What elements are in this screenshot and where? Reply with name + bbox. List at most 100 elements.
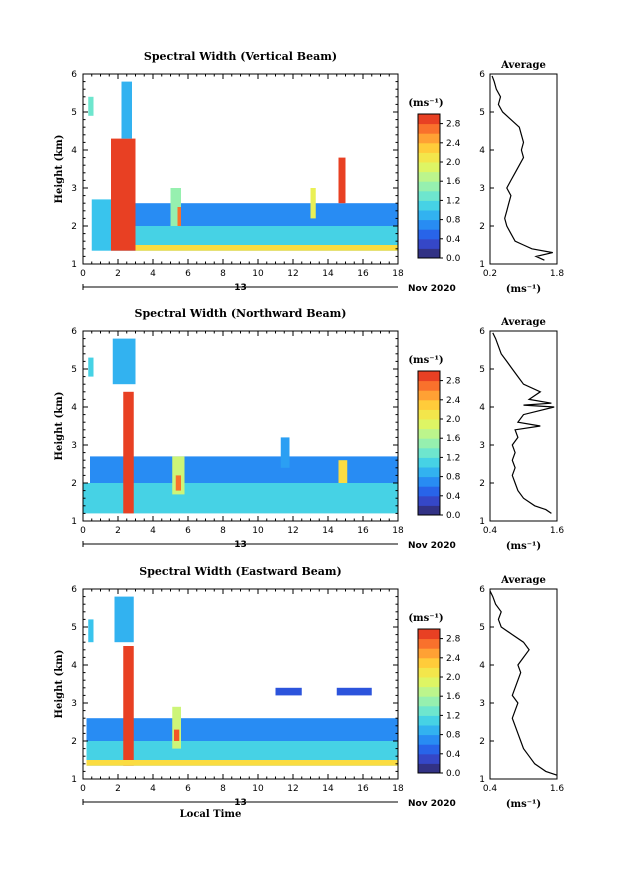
colorbar-unit: (ms⁻¹) bbox=[408, 613, 443, 624]
y-tick-label: 1 bbox=[71, 260, 77, 270]
heatmap-cells bbox=[86, 596, 398, 766]
x-tick-label: 0 bbox=[80, 784, 86, 794]
colorbar-segment bbox=[418, 467, 440, 478]
x-tick-label: 14 bbox=[322, 269, 334, 279]
x-tick-label: 10 bbox=[252, 784, 264, 794]
colorbar-tick-label: 2.8 bbox=[446, 635, 461, 645]
heatmap-cell-8 bbox=[336, 687, 372, 696]
colorbar-tick-label: 2.0 bbox=[446, 158, 461, 168]
colorbar-segment bbox=[418, 371, 440, 382]
colorbar-segment bbox=[418, 638, 440, 649]
y-tick-label: 3 bbox=[71, 699, 77, 709]
heatmap-cell-9 bbox=[338, 157, 346, 204]
x-tick-label: 8 bbox=[220, 784, 226, 794]
colorbar-segment bbox=[418, 162, 440, 173]
heatmap-cell-3 bbox=[111, 138, 136, 251]
y-tick-label: 2 bbox=[71, 479, 77, 489]
colorbar-segment bbox=[418, 171, 440, 182]
average-frame bbox=[489, 588, 558, 780]
average-frame bbox=[489, 330, 558, 522]
y-tick-label: 1 bbox=[71, 775, 77, 785]
date-month: Nov 2020 bbox=[408, 799, 456, 809]
x-tick-label: 14 bbox=[322, 526, 334, 536]
x-tick-label: 6 bbox=[185, 526, 191, 536]
x-tick-label: 16 bbox=[357, 526, 369, 536]
y-tick-label: 2 bbox=[71, 737, 77, 747]
average-y-tick-label: 4 bbox=[479, 661, 485, 671]
date-day: 13 bbox=[234, 540, 247, 550]
heatmap-cell-8 bbox=[280, 437, 290, 468]
heatmap-cell-4 bbox=[121, 81, 132, 139]
heatmap-cell-0 bbox=[83, 483, 398, 514]
colorbar-frame bbox=[417, 113, 441, 259]
colorbar-segment bbox=[418, 677, 440, 688]
colorbar-tick-label: 0.4 bbox=[446, 235, 461, 245]
average-x-tick-label: 1.8 bbox=[550, 269, 565, 279]
average-y-tick-label: 3 bbox=[479, 441, 485, 451]
x-tick-label: 4 bbox=[150, 784, 156, 794]
colorbar-segment bbox=[418, 399, 440, 410]
average-y-tick-label: 6 bbox=[479, 585, 485, 595]
y-tick-label: 1 bbox=[71, 517, 77, 527]
average-x-tick-label: 0.4 bbox=[483, 784, 498, 794]
average-y-tick-label: 5 bbox=[479, 623, 485, 633]
colorbar-segment bbox=[418, 210, 440, 221]
heatmap-cell-4 bbox=[88, 357, 94, 377]
colorbar-segment bbox=[418, 486, 440, 497]
x-tick-label: 10 bbox=[252, 526, 264, 536]
heatmap-cell-6 bbox=[170, 188, 181, 226]
colorbar-tick-label: 1.6 bbox=[446, 692, 461, 702]
colorbar-tick-label: 2.8 bbox=[446, 377, 461, 387]
colorbar-segment bbox=[418, 438, 440, 449]
x-tick-label: 2 bbox=[115, 269, 121, 279]
average-y-tick-label: 5 bbox=[479, 108, 485, 118]
average-y-tick-label: 1 bbox=[479, 775, 485, 785]
x-tick-label: 2 bbox=[115, 784, 121, 794]
average-y-tick-label: 6 bbox=[479, 70, 485, 80]
average-y-tick-label: 3 bbox=[479, 699, 485, 709]
colorbar-segment bbox=[418, 495, 440, 506]
colorbar-tick-label: 0.8 bbox=[446, 473, 461, 483]
heatmap-cell-8 bbox=[310, 188, 316, 219]
heatmap-cell-6 bbox=[175, 475, 181, 491]
average-title: Average bbox=[500, 60, 546, 71]
colorbar-segment bbox=[418, 457, 440, 468]
average-y-tick-label: 2 bbox=[479, 737, 485, 747]
colorbar-segment bbox=[418, 447, 440, 458]
heatmap-cell-3 bbox=[112, 338, 136, 385]
y-tick-label: 2 bbox=[71, 222, 77, 232]
y-axis-label: Height (km) bbox=[54, 135, 65, 204]
colorbar-segment bbox=[418, 705, 440, 716]
colorbar-segment bbox=[418, 238, 440, 249]
x-tick-label: 0 bbox=[80, 526, 86, 536]
date-day: 13 bbox=[234, 283, 247, 293]
colorbar-segment bbox=[418, 142, 440, 153]
colorbar-frame bbox=[417, 370, 441, 516]
x-tick-label: 10 bbox=[252, 269, 264, 279]
colorbar-tick-label: 1.6 bbox=[446, 177, 461, 187]
colorbar-segment bbox=[418, 409, 440, 420]
date-month: Nov 2020 bbox=[408, 541, 456, 551]
colorbar-segment bbox=[418, 696, 440, 707]
x-tick-label: 18 bbox=[392, 269, 404, 279]
panel-0: Spectral Width (Vertical Beam)0 2 4 6 8 10 12 1… bbox=[54, 50, 564, 295]
average-x-label: (ms⁻¹) bbox=[506, 799, 541, 810]
average-title: Average bbox=[500, 317, 546, 328]
colorbar-tick-label: 1.2 bbox=[446, 711, 460, 721]
heatmap-cell-1 bbox=[90, 456, 398, 483]
colorbar-segment bbox=[418, 248, 440, 259]
colorbar-tick-label: 2.8 bbox=[446, 120, 461, 130]
colorbar-segment bbox=[418, 190, 440, 201]
colorbar-tick-label: 2.0 bbox=[446, 673, 461, 683]
average-title: Average bbox=[500, 575, 546, 586]
heatmap-cell-7 bbox=[275, 687, 302, 696]
heatmap-cell-2 bbox=[135, 203, 398, 226]
colorbar-tick-label: 2.4 bbox=[446, 139, 461, 149]
colorbar-unit: (ms⁻¹) bbox=[408, 98, 443, 109]
heatmap-cell-9 bbox=[86, 760, 398, 766]
colorbar-segment bbox=[418, 763, 440, 774]
x-tick-label: 12 bbox=[287, 526, 298, 536]
heatmap-cell-3 bbox=[114, 596, 134, 643]
heatmap-cell-6 bbox=[174, 729, 180, 741]
